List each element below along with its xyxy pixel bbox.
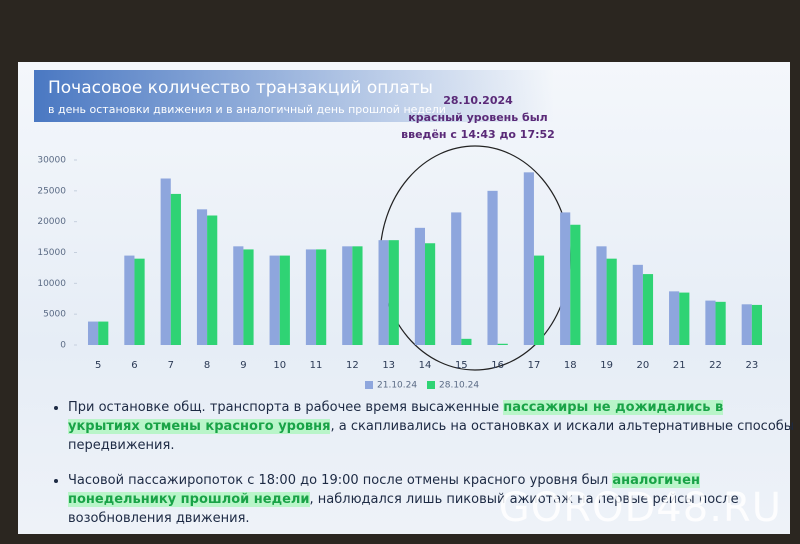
x-tick-label: 12 xyxy=(346,360,359,371)
y-tick-label: 20000 xyxy=(37,217,66,227)
bar xyxy=(570,225,580,345)
x-tick-label: 10 xyxy=(273,360,286,371)
bar xyxy=(134,259,144,345)
bar xyxy=(124,256,134,345)
legend-label: 28.10.24 xyxy=(439,381,479,391)
bar xyxy=(534,256,544,345)
bar xyxy=(415,228,425,345)
x-tick-label: 22 xyxy=(709,360,722,371)
bar xyxy=(425,243,435,345)
x-tick-label: 8 xyxy=(204,360,210,371)
bar xyxy=(207,216,217,346)
x-tick-label: 15 xyxy=(455,360,468,371)
bar xyxy=(233,246,243,345)
bar xyxy=(596,246,606,345)
legend-swatch xyxy=(365,381,373,389)
x-tick-label: 9 xyxy=(240,360,246,371)
bar xyxy=(679,293,689,345)
bar xyxy=(389,240,399,345)
legend-label: 21.10.24 xyxy=(377,381,417,391)
x-tick-label: 19 xyxy=(600,360,613,371)
bar xyxy=(171,194,181,345)
bar xyxy=(280,256,290,345)
x-tick-label: 13 xyxy=(382,360,395,371)
bar xyxy=(306,249,316,345)
bar xyxy=(270,256,280,345)
bar xyxy=(560,212,570,345)
chart-subtitle: в день остановки движения и в аналогичны… xyxy=(48,103,446,116)
bar xyxy=(752,305,762,345)
x-tick-label: 18 xyxy=(564,360,577,371)
bullet-text: При остановке общ. транспорта в рабочее … xyxy=(68,400,503,415)
x-tick-label: 16 xyxy=(491,360,504,371)
bar xyxy=(342,246,352,345)
annotation-line: красный уровень был xyxy=(408,111,547,124)
y-tick-label: 15000 xyxy=(37,248,66,258)
y-tick-label: 5000 xyxy=(43,310,66,320)
bar xyxy=(498,344,508,345)
legend-swatch xyxy=(427,381,435,389)
bar xyxy=(705,301,715,345)
bar xyxy=(98,322,108,345)
x-tick-label: 6 xyxy=(131,360,137,371)
bar xyxy=(461,339,471,345)
y-tick-label: 0 xyxy=(60,341,66,351)
watermark: GOROD48.RU xyxy=(499,485,782,531)
bar xyxy=(197,209,207,345)
bar xyxy=(524,172,534,345)
x-tick-label: 17 xyxy=(528,360,541,371)
bar xyxy=(379,240,389,345)
bar xyxy=(643,274,653,345)
y-tick-label: 10000 xyxy=(37,279,66,289)
bar xyxy=(451,212,461,345)
bar xyxy=(633,265,643,345)
bar xyxy=(487,191,497,345)
x-tick-label: 14 xyxy=(419,360,432,371)
bar xyxy=(352,246,362,345)
chart-title: Почасовое количество транзакций оплаты xyxy=(48,78,433,98)
y-tick-label: 30000 xyxy=(37,156,66,166)
x-tick-label: 20 xyxy=(637,360,650,371)
x-tick-label: 5 xyxy=(95,360,101,371)
bar xyxy=(161,179,171,346)
annotation-line: введён с 14:43 до 17:52 xyxy=(401,128,555,141)
bar xyxy=(669,291,679,345)
bar xyxy=(742,304,752,345)
bar xyxy=(88,322,98,345)
annotation-line: 28.10.2024 xyxy=(443,94,513,107)
bullet: При остановке общ. транспорта в рабочее … xyxy=(68,398,798,455)
y-tick-label: 25000 xyxy=(37,186,66,196)
bar xyxy=(316,249,326,345)
bar xyxy=(607,259,617,345)
x-tick-label: 7 xyxy=(168,360,174,371)
bar xyxy=(243,249,253,345)
x-tick-label: 23 xyxy=(745,360,758,371)
x-tick-label: 11 xyxy=(310,360,323,371)
x-tick-label: 21 xyxy=(673,360,686,371)
bar xyxy=(716,302,726,345)
